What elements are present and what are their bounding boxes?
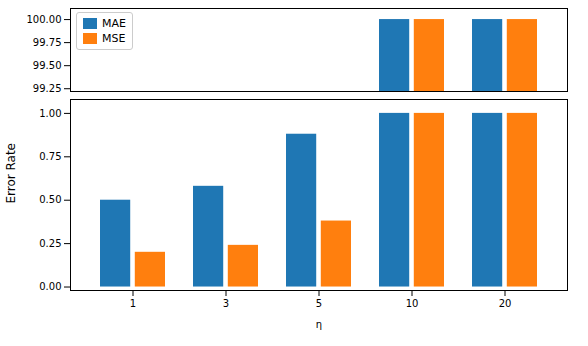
html-text:Error Rate: Error Rate — [4, 142, 18, 204]
html-text:MSE: MSE — [102, 32, 126, 45]
svg-text:0.00: 0.00 — [39, 281, 61, 292]
svg-text:0.75: 0.75 — [39, 151, 61, 162]
html-text:MAE: MAE — [102, 17, 126, 30]
svg-text:5: 5 — [316, 298, 322, 309]
svg-text:1: 1 — [130, 298, 136, 309]
svg-text:99.75: 99.75 — [33, 37, 62, 48]
svg-text:99.25: 99.25 — [33, 83, 62, 94]
svg-text:0.25: 0.25 — [39, 238, 61, 249]
svg-text:0.50: 0.50 — [39, 194, 61, 205]
svg-text:100.00: 100.00 — [27, 14, 62, 25]
svg-text:99.50: 99.50 — [33, 60, 62, 71]
svg-text:1.00: 1.00 — [39, 108, 61, 119]
svg-text:20: 20 — [499, 298, 512, 309]
svg-text:3: 3 — [223, 298, 229, 309]
svg-text:10: 10 — [406, 298, 419, 309]
svg-text:η: η — [316, 319, 322, 330]
